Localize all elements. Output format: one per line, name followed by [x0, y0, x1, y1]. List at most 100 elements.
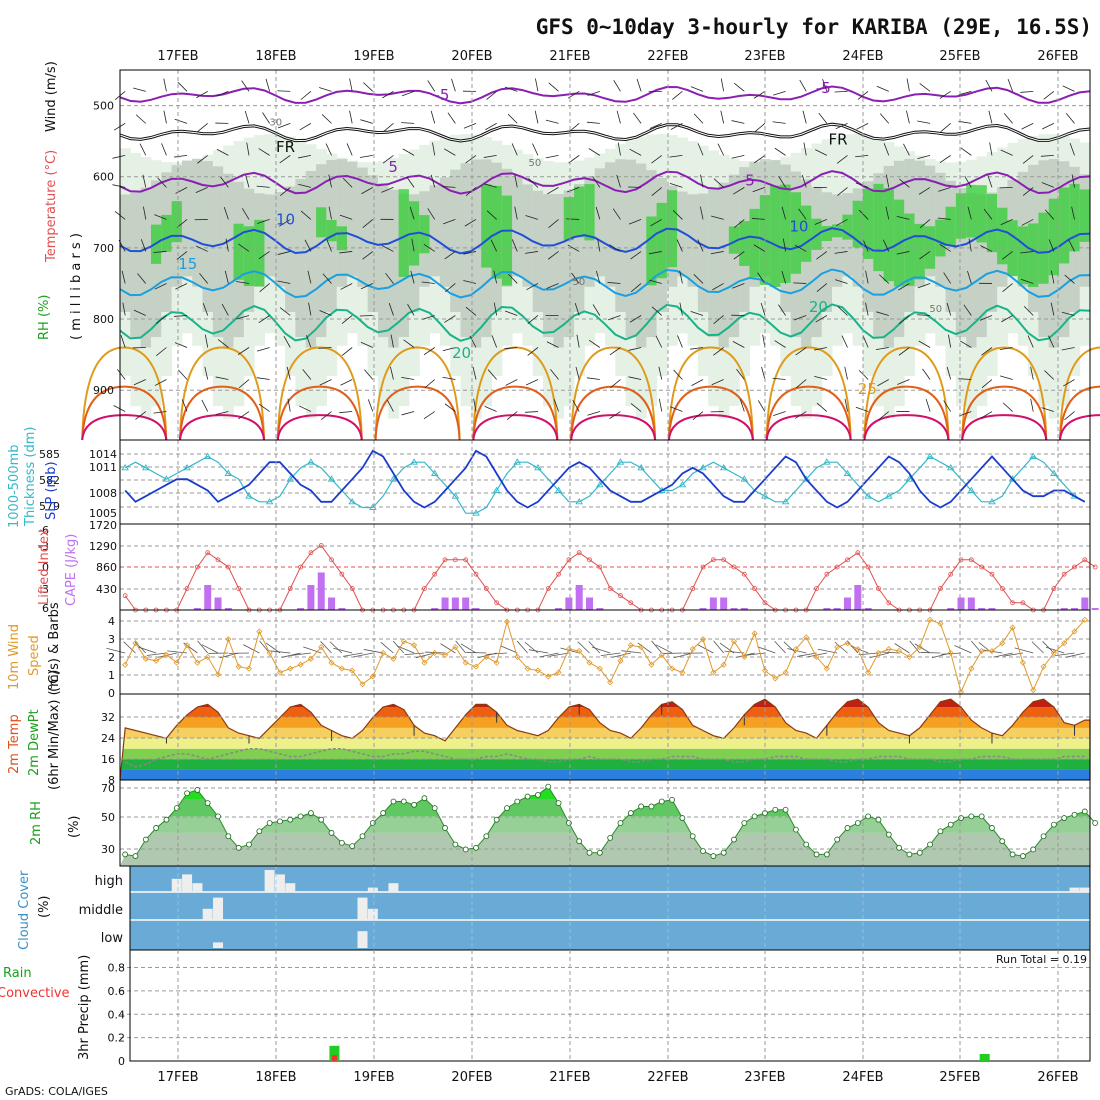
rh-marker: [1009, 851, 1016, 858]
wind-barb: [588, 148, 601, 156]
wind-speed-marker: [689, 646, 696, 653]
wind-barb: [1003, 652, 1023, 657]
wind-barb: [658, 398, 663, 412]
wind-barb: [906, 78, 910, 92]
wind-speed-marker: [1040, 663, 1047, 670]
wind-barb: [567, 91, 580, 99]
wind-barb: [818, 112, 828, 124]
wind-barb: [486, 91, 497, 100]
rh-dark-cell: [718, 182, 730, 348]
wind-barb: [319, 310, 332, 316]
wind-barb: [491, 335, 498, 348]
wind-barb: [712, 283, 724, 291]
rh-green-cell: [914, 223, 926, 280]
wind-barb: [607, 282, 621, 284]
rh-green-cell: [161, 214, 173, 252]
rh-marker: [204, 800, 211, 807]
wind-barb: [669, 182, 683, 188]
li-marker: [483, 586, 489, 591]
wind-barb: [650, 219, 662, 227]
cape-bar: [844, 597, 851, 610]
wind-speed-marker: [153, 657, 160, 664]
wind-barb: [539, 652, 559, 658]
wind-speed-marker: [555, 669, 562, 676]
wind-barb: [731, 120, 745, 124]
wind-barb: [277, 280, 291, 284]
wind-barb: [693, 113, 704, 124]
wind-barb: [733, 82, 745, 92]
wind-speed-marker: [844, 640, 851, 647]
thickness-marker: [678, 480, 687, 488]
rh-green-cell: [254, 219, 265, 287]
wind-barb: [903, 143, 910, 156]
wind-barb: [216, 90, 229, 97]
wind-barb: [262, 112, 270, 124]
wind-barb: [245, 174, 250, 188]
wind-barb: [946, 366, 952, 380]
wind-barb: [574, 302, 580, 316]
wind-barb: [300, 91, 312, 100]
li-marker: [1051, 586, 1057, 591]
wind-barb: [837, 306, 848, 316]
wind-barb: [690, 86, 704, 92]
rh-green-cell: [821, 226, 833, 241]
wind-speed-marker: [926, 616, 934, 623]
wind-barb: [283, 335, 291, 348]
wind-barb: [1002, 402, 1013, 412]
cape-bar: [307, 585, 315, 610]
wind-barb: [648, 251, 662, 255]
li-marker: [999, 586, 1005, 591]
cape-bar: [957, 597, 965, 610]
wind-barb: [146, 652, 167, 656]
cape-bar: [730, 608, 738, 610]
wind-speed-marker: [431, 649, 438, 657]
wind-barb: [611, 652, 631, 658]
isotherm-35: [1059, 414, 1100, 441]
wind-barb: [629, 148, 642, 156]
wind-barb: [511, 239, 518, 252]
isotherm-35: [179, 414, 265, 441]
wind-barb: [404, 652, 425, 655]
li-marker: [710, 557, 716, 563]
rh-marker: [1092, 820, 1099, 826]
wind-barb: [1040, 154, 1054, 157]
wind-barb: [121, 270, 126, 284]
li-marker: [318, 543, 324, 548]
wind-barb: [325, 143, 332, 156]
wind-barb: [257, 219, 270, 224]
temp-band: [120, 759, 1090, 770]
wind-barb: [757, 646, 776, 654]
thickness-marker: [430, 469, 439, 476]
wind-barb: [406, 176, 415, 188]
wind-barb: [1030, 366, 1034, 380]
cloud-bar-high: [367, 887, 378, 892]
wind-barb: [427, 80, 436, 92]
rh-marker: [246, 841, 252, 848]
li-marker: [122, 593, 128, 599]
li-marker: [587, 557, 592, 563]
wind-barb: [773, 90, 786, 96]
rh-marker: [731, 836, 737, 843]
cape-bar: [555, 608, 563, 610]
wind-speed-marker: [1009, 624, 1016, 631]
wind-barb: [237, 347, 250, 355]
wind-barb: [174, 342, 188, 348]
wind-barb: [525, 215, 539, 220]
wind-barb: [424, 379, 435, 389]
li-marker: [225, 564, 231, 570]
wind-barb: [342, 177, 353, 188]
rh-green-cell: [1059, 187, 1070, 264]
thickness-marker: [534, 463, 542, 471]
wind-barb: [862, 335, 869, 348]
thickness-marker: [554, 486, 563, 493]
wind-speed-marker: [276, 669, 284, 676]
rh-green-cell: [233, 223, 245, 280]
wind-barb: [123, 641, 136, 654]
wind-barb: [835, 123, 848, 130]
wind-speed-marker: [1050, 649, 1057, 657]
wind-barb: [258, 403, 270, 412]
cloud-bar-high: [285, 883, 296, 892]
li-marker: [607, 586, 613, 591]
wind-barb: [816, 251, 828, 260]
